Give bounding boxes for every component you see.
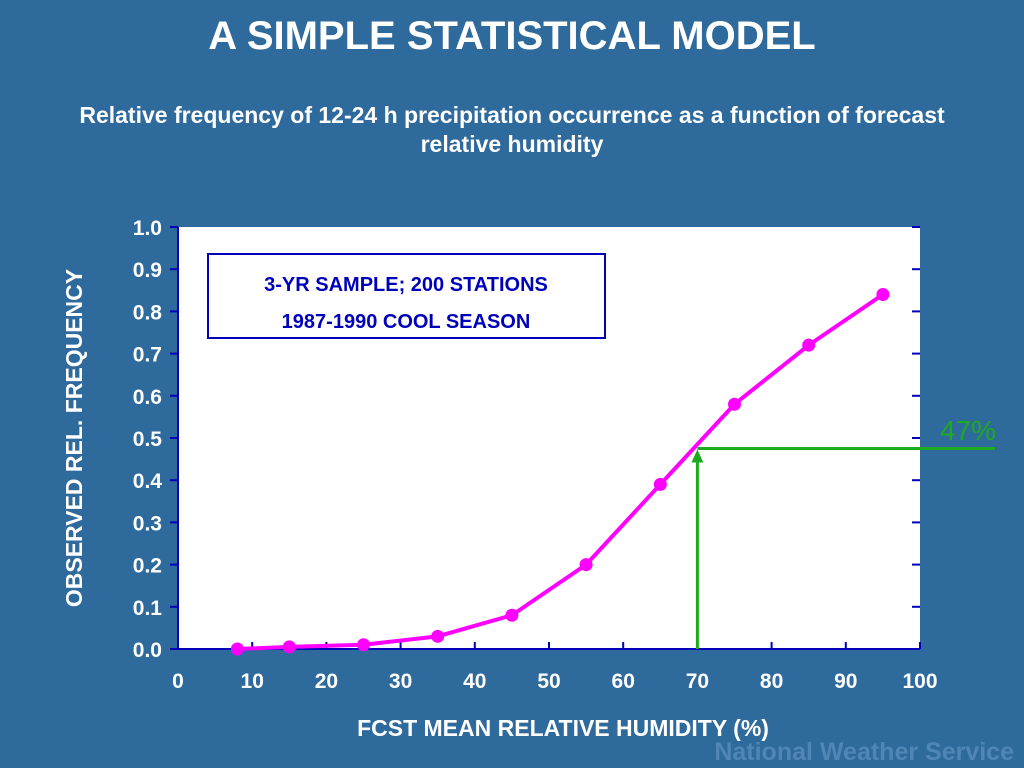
indicator-layer bbox=[691, 447, 995, 649]
x-tick-label: 90 bbox=[834, 670, 857, 693]
y-tick-labels: 0.0 0.1 0.2 0.3 0.4 0.5 0.6 0.7 0.8 0.9 1.0 bbox=[133, 217, 163, 662]
x-tick-label: 60 bbox=[612, 670, 635, 693]
y-tick-label: 0.8 bbox=[133, 301, 163, 324]
legend-line-2: 1987-1990 COOL SEASON bbox=[282, 311, 531, 333]
data-point bbox=[876, 288, 890, 302]
data-point bbox=[357, 638, 370, 652]
legend-box: 3-YR SAMPLE; 200 STATIONS 1987-1990 COOL… bbox=[207, 253, 606, 339]
y-axis-label: OBSERVED REL. FREQUENCY bbox=[61, 269, 87, 607]
data-point bbox=[505, 608, 519, 622]
x-tick-label: 70 bbox=[686, 670, 709, 693]
x-tick-label: 80 bbox=[760, 670, 783, 693]
x-tick-labels: 0 10 20 30 40 50 60 70 80 90 100 bbox=[172, 670, 937, 693]
y-tick-label: 0.3 bbox=[133, 512, 162, 535]
data-point bbox=[728, 397, 741, 411]
x-tick-label: 10 bbox=[241, 670, 264, 693]
legend-line-1: 3-YR SAMPLE; 200 STATIONS bbox=[264, 274, 548, 296]
x-tick-label: 40 bbox=[463, 670, 486, 693]
indicator-arrowhead bbox=[691, 449, 704, 463]
x-tick-label: 100 bbox=[902, 670, 937, 693]
data-point bbox=[431, 629, 445, 643]
data-point bbox=[579, 558, 593, 572]
series-layer bbox=[230, 288, 890, 656]
y-tick-label: 0.4 bbox=[133, 470, 163, 493]
x-tick-label: 0 bbox=[172, 670, 184, 693]
y-tick-label: 0.0 bbox=[133, 639, 162, 662]
watermark: National Weather Service bbox=[714, 738, 1014, 766]
y-tick-label: 0.5 bbox=[133, 428, 163, 451]
slide-title: A SIMPLE STATISTICAL MODEL bbox=[208, 14, 816, 58]
data-point bbox=[282, 640, 296, 654]
data-point bbox=[230, 642, 244, 656]
x-tick-label: 20 bbox=[315, 670, 338, 693]
data-point bbox=[653, 477, 667, 491]
data-point bbox=[802, 338, 816, 352]
series-line bbox=[237, 292, 885, 651]
y-tick-label: 0.7 bbox=[133, 344, 162, 367]
y-tick-label: 0.9 bbox=[133, 259, 162, 282]
indicator-label: 47% bbox=[940, 415, 996, 446]
y-tick-label: 0.1 bbox=[133, 597, 163, 620]
x-tick-label: 50 bbox=[537, 670, 560, 693]
slide-subtitle: Relative frequency of 12-24 h precipitat… bbox=[79, 102, 945, 157]
y-tick-label: 0.2 bbox=[133, 555, 162, 578]
y-tick-label: 0.6 bbox=[133, 386, 162, 409]
x-tick-label: 30 bbox=[389, 670, 412, 693]
y-tick-label: 1.0 bbox=[133, 217, 162, 240]
x-axis-label: FCST MEAN RELATIVE HUMIDITY (%) bbox=[357, 715, 769, 741]
